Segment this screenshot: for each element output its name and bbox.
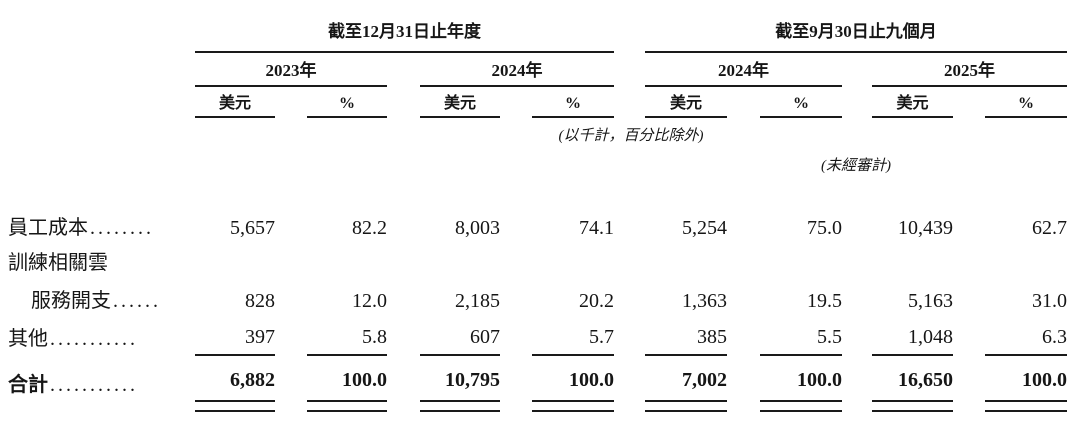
unit-header-usd: 美元 [872, 87, 953, 118]
table-cell: 74.1 [579, 217, 614, 239]
table-cell: 82.2 [352, 217, 387, 239]
table-cell: 6.3 [985, 318, 1067, 356]
row-label-text: 服務開支 [31, 290, 111, 312]
year-header-2025: 2025年 [872, 53, 1067, 87]
table-cell-total: 6,882 [195, 356, 275, 402]
table-cell-total: 100.0 [985, 356, 1067, 402]
table-cell: 397 [195, 318, 275, 356]
double-rule [307, 402, 387, 412]
year-header-2024-9m: 2024年 [645, 53, 842, 87]
double-rule [420, 402, 500, 412]
table-cell: 385 [645, 318, 727, 356]
table-cell: 62.7 [1032, 217, 1067, 239]
table-cell-total: 100.0 [532, 356, 614, 402]
group-header-nine-months: 截至9月30日止九個月 [645, 0, 1067, 53]
table-cell: 5,657 [230, 217, 275, 239]
table-cell: 1,363 [682, 290, 727, 312]
row-label-text: 員工成本 [8, 217, 88, 239]
table-cell-total: 100.0 [307, 356, 387, 402]
double-rule [985, 402, 1067, 412]
double-rule [532, 402, 614, 412]
double-rule [645, 402, 727, 412]
year-header-2024: 2024年 [420, 53, 614, 87]
table-cell-total: 7,002 [645, 356, 727, 402]
double-rule [195, 402, 275, 412]
table-cell: 5.8 [307, 318, 387, 356]
row-label-total: 合計........... [0, 356, 195, 402]
row-label-training-cloud: 訓練相關雲 [0, 245, 195, 280]
note-in-thousands: (以千計，百分比除外) [558, 128, 704, 144]
table-cell: 75.0 [807, 217, 842, 239]
year-header-2023: 2023年 [195, 53, 387, 87]
table-cell: 607 [420, 318, 500, 356]
table-cell: 19.5 [807, 290, 842, 312]
table-cell: 5,163 [908, 290, 953, 312]
unit-header-pct: % [985, 87, 1067, 118]
dot-leader: ........... [50, 374, 138, 396]
table-cell: 5,254 [682, 217, 727, 239]
row-label-service-expenses: 服務開支...... [0, 280, 195, 318]
unit-header-usd: 美元 [645, 87, 727, 118]
table-cell: 10,439 [898, 217, 953, 239]
table-cell: 5.5 [760, 318, 842, 356]
row-label-text: 其他 [8, 328, 48, 350]
table-cell: 12.0 [352, 290, 387, 312]
table-cell: 828 [245, 290, 275, 312]
table-cell: 2,185 [455, 290, 500, 312]
double-rule [760, 402, 842, 412]
table-cell: 20.2 [579, 290, 614, 312]
note-unaudited: (未經審計) [821, 157, 891, 174]
table-cell-total: 16,650 [872, 356, 953, 402]
unit-header-pct: % [307, 87, 387, 118]
row-label-text: 合計 [8, 374, 48, 396]
table-cell: 31.0 [1032, 290, 1067, 312]
table-cell: 5.7 [532, 318, 614, 356]
table-cell-total: 10,795 [420, 356, 500, 402]
unit-header-usd: 美元 [195, 87, 275, 118]
dot-leader: ........ [90, 217, 154, 239]
unit-header-usd: 美元 [420, 87, 500, 118]
row-label-employee-costs: 員工成本........ [0, 207, 195, 245]
dot-leader: ........... [50, 328, 138, 350]
double-rule [872, 402, 953, 412]
row-label-others: 其他........... [0, 318, 195, 356]
unit-header-pct: % [760, 87, 842, 118]
group-header-year-ended: 截至12月31日止年度 [195, 0, 614, 53]
dot-leader: ...... [113, 290, 161, 312]
unit-header-pct: % [532, 87, 614, 118]
table-cell-total: 100.0 [760, 356, 842, 402]
table-cell: 1,048 [872, 318, 953, 356]
table-cell: 8,003 [455, 217, 500, 239]
row-label-text: 訓練相關雲 [8, 252, 108, 274]
